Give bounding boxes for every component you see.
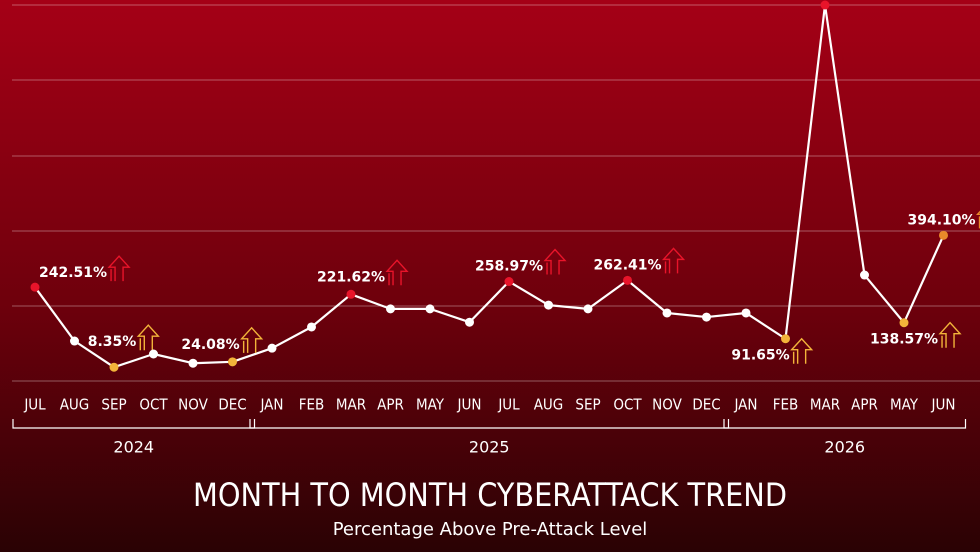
x-tick-label: NOV <box>652 396 682 414</box>
data-point <box>386 304 395 314</box>
data-point <box>465 317 474 327</box>
data-point <box>70 336 79 346</box>
x-tick-label: OCT <box>613 396 642 414</box>
x-tick-label: SEP <box>101 396 126 414</box>
value-label: 221.62% <box>317 269 385 285</box>
x-tick-label: SEP <box>575 396 600 414</box>
arrow-icon <box>543 248 567 275</box>
year-bracket <box>723 419 967 429</box>
year-label: 2025 <box>469 438 510 457</box>
arrow-icon <box>136 324 160 351</box>
x-tick-label: MAR <box>336 396 366 414</box>
x-tick-label: JAN <box>733 396 757 414</box>
x-tick-label: MAY <box>890 396 919 414</box>
data-point <box>662 308 672 318</box>
arrow-icon <box>938 321 962 348</box>
data-point <box>346 289 356 299</box>
data-point <box>702 312 711 322</box>
value-label: 242.51% <box>39 265 107 281</box>
x-tick-label: AUG <box>534 396 564 414</box>
year-bracket <box>249 419 730 429</box>
x-tick-label: MAY <box>416 396 445 414</box>
x-tick-label: JUL <box>497 396 520 414</box>
value-label: 262.41% <box>593 257 661 273</box>
data-point <box>741 308 751 318</box>
x-tick-label: JAN <box>259 396 283 414</box>
x-tick-label: APR <box>377 396 404 414</box>
data-point <box>781 334 790 344</box>
year-bracket <box>12 419 256 429</box>
year-label: 2026 <box>824 438 865 457</box>
data-point <box>939 230 948 240</box>
x-tick-label: APR <box>851 396 878 414</box>
data-point <box>188 358 198 368</box>
value-label: 394.10% <box>907 212 975 228</box>
arrow-icon <box>385 259 409 286</box>
x-tick-label: DEC <box>692 396 720 414</box>
arrow-icon <box>240 326 264 353</box>
data-point <box>425 304 435 314</box>
x-tick-label: FEB <box>773 396 799 414</box>
x-tick-label: JUN <box>457 396 482 414</box>
data-point <box>899 318 909 328</box>
arrow-icon <box>107 255 131 282</box>
x-tick-label: FEB <box>299 396 325 414</box>
data-point <box>307 322 316 332</box>
x-tick-label: OCT <box>139 396 168 414</box>
data-point <box>583 304 593 314</box>
data-point <box>228 357 237 367</box>
arrow-icon <box>790 337 814 364</box>
chart-title: MONTH TO MONTH CYBERATTACK TREND <box>193 476 787 514</box>
x-tick-label: JUN <box>931 396 956 414</box>
x-tick-label: JUL <box>23 396 46 414</box>
x-tick-label: NOV <box>178 396 208 414</box>
data-point <box>820 0 830 10</box>
data-point <box>149 349 158 359</box>
value-label: 91.65% <box>731 348 789 364</box>
data-point <box>623 275 632 285</box>
value-label: 138.57% <box>870 332 938 348</box>
data-point <box>504 277 514 287</box>
x-tick-label: AUG <box>60 396 90 414</box>
x-tick-label: MAR <box>810 396 840 414</box>
data-point <box>109 362 119 372</box>
data-point <box>544 300 553 310</box>
data-point <box>860 270 869 280</box>
value-label: 8.35% <box>88 334 137 350</box>
data-point <box>30 282 40 292</box>
data-point <box>267 343 277 353</box>
chart-subtitle: Percentage Above Pre-Attack Level <box>333 519 648 540</box>
arrow-icon <box>661 247 686 274</box>
trend-line <box>34 3 945 369</box>
value-label: 24.08% <box>181 337 239 353</box>
grid <box>12 4 980 382</box>
value-label: 258.97% <box>475 259 543 275</box>
x-tick-label: DEC <box>218 396 246 414</box>
year-label: 2024 <box>113 438 154 457</box>
